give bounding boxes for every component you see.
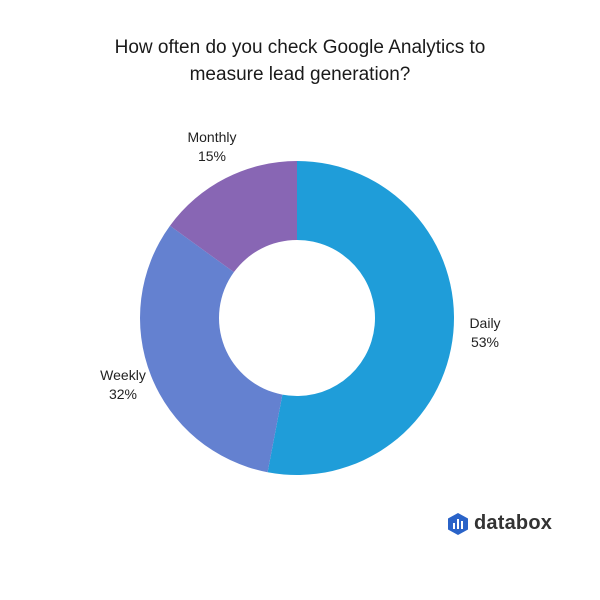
chart-title: How often do you check Google Analytics … bbox=[0, 34, 600, 88]
label-weekly: Weekly 32% bbox=[88, 366, 158, 404]
title-line-2: measure lead generation? bbox=[189, 64, 411, 85]
label-weekly-name: Weekly bbox=[100, 367, 146, 383]
slice-monthly bbox=[169, 161, 297, 273]
label-monthly: Monthly 15% bbox=[172, 128, 252, 166]
label-daily-value: 53% bbox=[470, 334, 500, 350]
databox-logo-icon bbox=[448, 512, 468, 535]
slice-weekly bbox=[139, 225, 283, 473]
title-line-1: How often do you check Google Analytics … bbox=[114, 37, 486, 58]
label-daily: Daily 53% bbox=[455, 314, 515, 352]
label-weekly-value: 32% bbox=[108, 386, 138, 402]
label-daily-name: Daily bbox=[469, 315, 501, 331]
databox-logo: databox bbox=[448, 512, 552, 535]
label-monthly-value: 15% bbox=[197, 148, 227, 164]
slice-daily bbox=[267, 161, 455, 476]
databox-logo-text: databox bbox=[474, 512, 553, 534]
label-monthly-name: Monthly bbox=[187, 129, 237, 145]
